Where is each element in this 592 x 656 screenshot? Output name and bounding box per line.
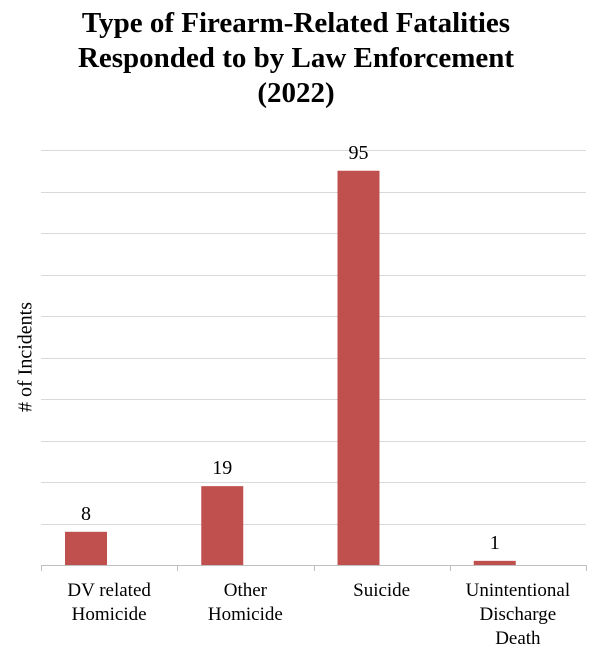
x-tick-label: DV related [67, 580, 151, 601]
chart-title-line-3: (2022) [257, 77, 335, 109]
bar [65, 531, 107, 565]
chart-title: Type of Firearm-Related Fatalities Respo… [0, 6, 592, 111]
bar-data-label: 19 [212, 457, 232, 479]
x-tick-label: Other [224, 580, 268, 601]
bar-data-label: 95 [349, 142, 369, 164]
bar [473, 560, 516, 565]
bar-data-label: 1 [490, 532, 500, 554]
bar [337, 170, 380, 565]
bar [201, 486, 244, 565]
x-tick-label: Homicide [72, 604, 147, 625]
x-tick-label: Unintentional [466, 580, 570, 601]
bar-data-label: 8 [81, 503, 91, 525]
x-tick-label: Discharge [480, 604, 557, 625]
chart-title-line-1: Type of Firearm-Related Fatalities [81, 7, 511, 39]
chart-title-line-2: Responded to by Law Enforcement [77, 42, 515, 74]
x-tick-label: Death [495, 628, 541, 649]
x-tick-label: Suicide [353, 580, 410, 601]
x-tick-label: Homicide [208, 604, 283, 625]
